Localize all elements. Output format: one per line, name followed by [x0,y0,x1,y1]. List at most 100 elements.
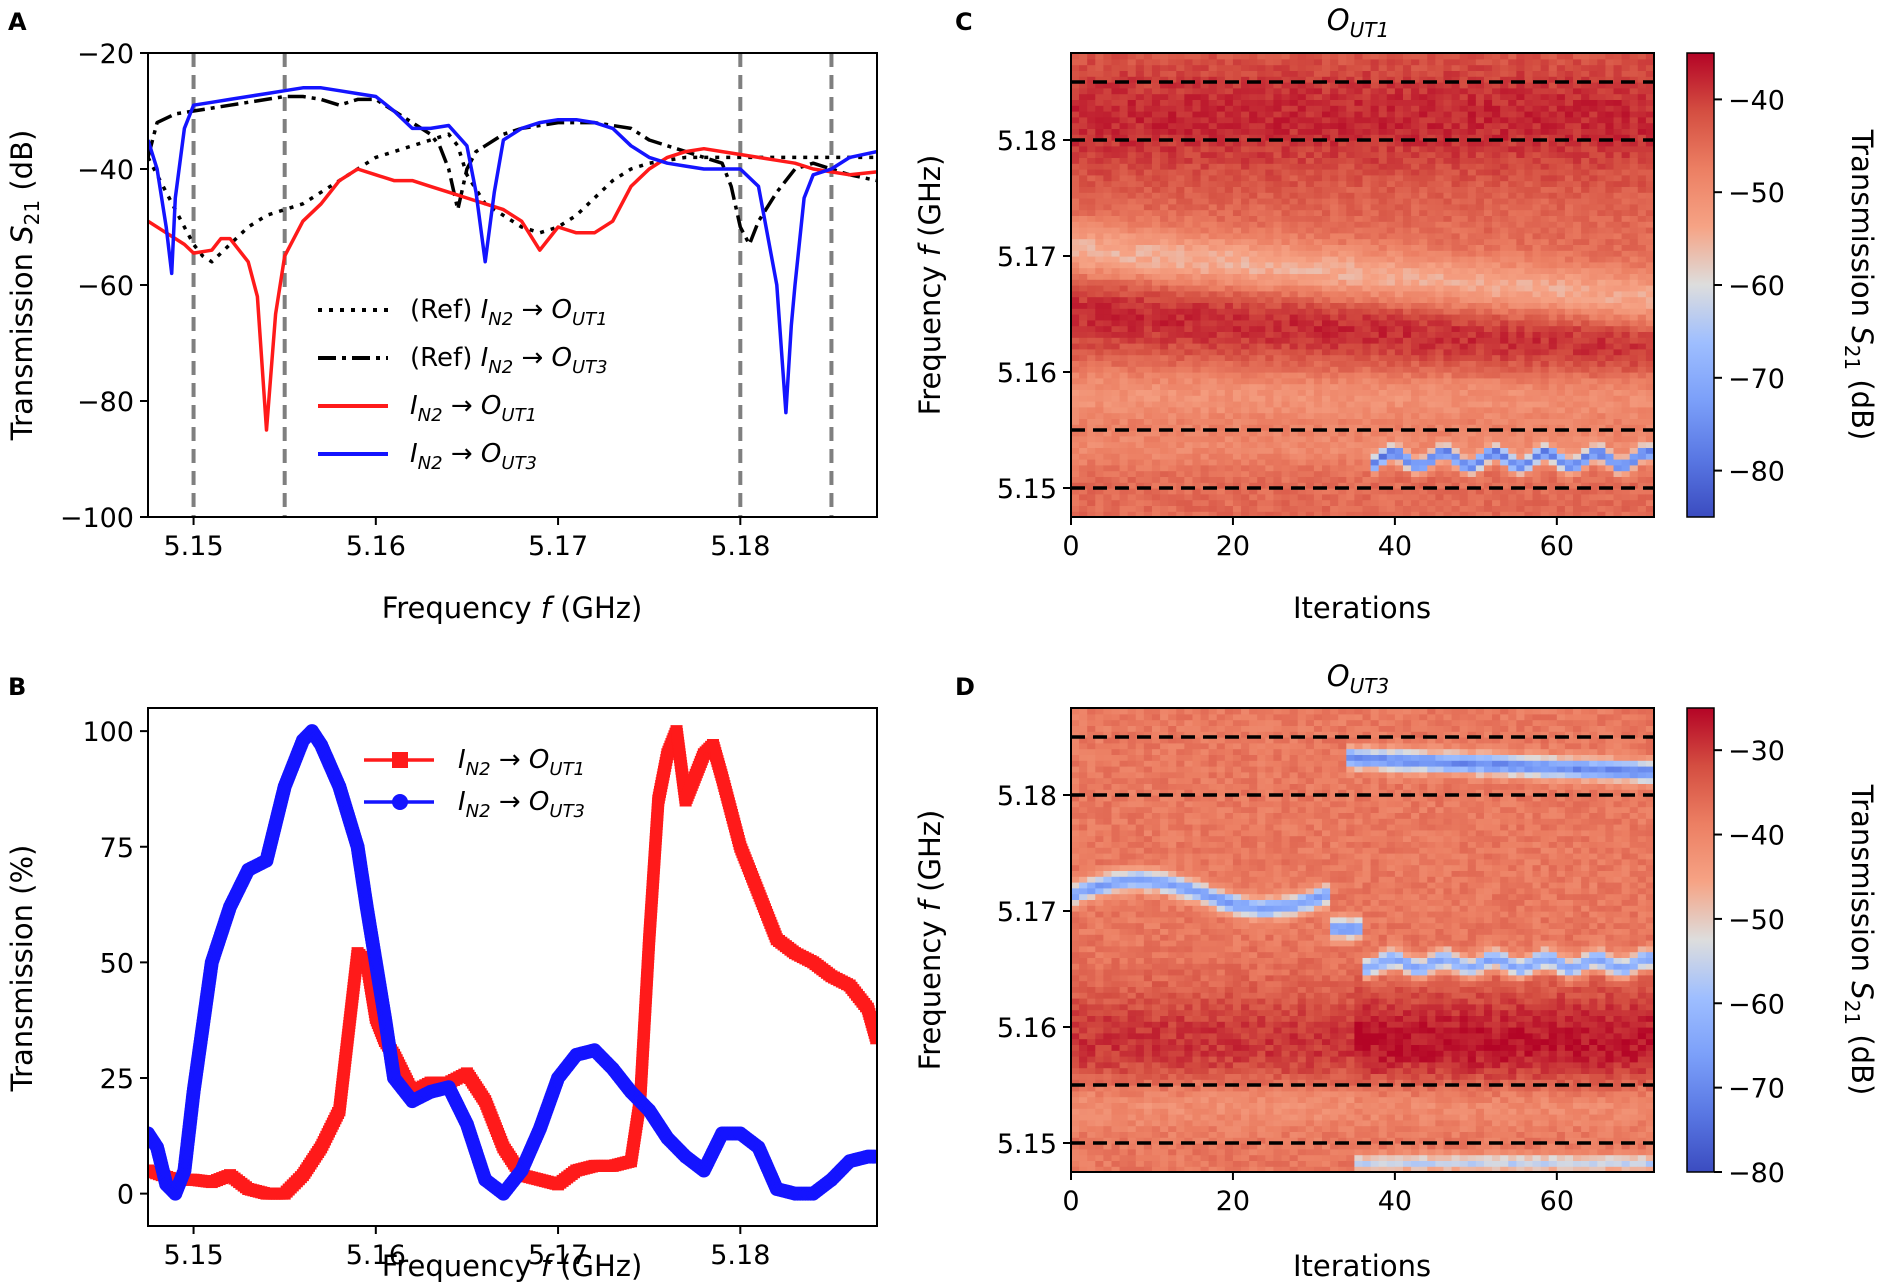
heatmap-cell [1427,383,1436,390]
heatmap-cell [1419,198,1428,205]
heatmap-cell [1386,238,1396,245]
heatmap-cell [1071,459,1080,466]
heatmap-cell [1095,215,1104,222]
heatmap-cell [1103,441,1113,448]
heatmap-cell [1435,198,1445,205]
heatmap-cell [1313,256,1323,263]
heatmap-cell [1273,192,1283,199]
heatmap-cell [1127,418,1137,425]
heatmap-cell [1402,232,1412,240]
heatmap-cell [1216,215,1226,222]
heatmap-cell [1168,360,1177,367]
heatmap-cell [1168,348,1177,356]
heatmap-cell [1394,267,1404,274]
heatmap-cell [1095,319,1104,327]
heatmap-cell [1330,163,1339,170]
heatmap-cell [1208,453,1218,460]
heatmap-cell [1232,256,1242,263]
heatmap-cell [1330,337,1339,344]
heatmap-cell [1079,464,1088,472]
heatmap-cell [1176,302,1185,309]
heatmap-cell [1119,221,1129,228]
heatmap-cell [1313,505,1323,512]
heatmap-cell [1411,302,1420,309]
heatmap-cell [1095,198,1104,205]
heatmap-cell [1160,122,1169,129]
heatmap-cell [1160,412,1169,419]
heatmap-cell [1143,232,1153,240]
heatmap-cell [1119,470,1129,477]
heatmap-cell [1079,111,1088,118]
heatmap-cell [1338,389,1347,396]
heatmap-cell [1419,250,1428,257]
heatmap-cell [1095,256,1104,263]
heatmap-cell [1281,163,1291,170]
heatmap-cell [1419,325,1428,332]
heatmap-cell [1346,377,1356,385]
heatmap-cell [1394,238,1404,245]
heatmap-cell [1313,459,1323,466]
heatmap-cell [1079,412,1088,419]
heatmap-cell [1265,435,1275,443]
heatmap-cell [1208,250,1218,257]
heatmap-cell [1087,366,1096,373]
heatmap-cell [1313,406,1323,414]
heatmap-cell [1192,99,1202,106]
heatmap-cell [1095,476,1104,483]
heatmap-cell [1322,499,1331,506]
heatmap-cell [1338,163,1347,170]
heatmap-cell [1330,87,1339,95]
heatmap-cell [1289,192,1299,199]
heatmap-cell [1346,232,1356,240]
heatmap-cell [1143,447,1153,454]
heatmap-cell [1370,401,1380,408]
heatmap-cell [1241,499,1250,506]
heatmap-cell [1160,58,1169,66]
heatmap-cell [1176,343,1185,350]
heatmap-cell [1151,105,1161,112]
heatmap-cell [1111,238,1121,245]
heatmap-cell [1135,186,1145,193]
heatmap-cell [1249,244,1258,251]
heatmap-cell [1143,192,1153,199]
heatmap-cell [1232,250,1242,257]
heatmap-cell [1151,285,1161,292]
heatmap-cell [1281,145,1291,153]
heatmap-cell [1289,314,1299,321]
heatmap-cell [1273,151,1283,158]
heatmap-cell [1435,157,1445,164]
heatmap-cell [1087,244,1096,251]
heatmap-cell [1370,308,1380,315]
heatmap-cell [1297,261,1307,269]
heatmap-cell [1151,354,1161,361]
heatmap-cell [1176,401,1185,408]
heatmap-cell [1224,296,1234,303]
heatmap-cell [1313,116,1323,124]
heatmap-cell [1168,435,1177,443]
heatmap-cell [1095,273,1104,280]
panel-label-b: B [8,673,26,701]
heatmap-cell [1224,476,1234,483]
heatmap-cell [1071,366,1080,373]
heatmap-cell [1192,372,1202,379]
heatmap-cell [1224,459,1234,466]
heatmap-cell [1249,169,1258,176]
heatmap-cell [1346,366,1356,373]
heatmap-cell [1370,395,1380,402]
heatmap-cell [1135,116,1145,124]
heatmap-cell [1160,198,1169,205]
heatmap-cell [1386,377,1396,385]
heatmap-cell [1168,418,1177,425]
heatmap-cell [1281,499,1291,506]
heatmap-cell [1362,302,1372,309]
heatmap-cell [1184,453,1194,460]
heatmap-cell [1119,256,1129,263]
heatmap-cell [1402,267,1412,274]
heatmap-cell [1346,406,1356,414]
heatmap-cell [1249,273,1258,280]
heatmap-cell [1079,302,1088,309]
heatmap-cell [1265,93,1275,100]
heatmap-cell [1103,232,1113,240]
heatmap-cell [1208,343,1218,350]
heatmap-cell [1192,401,1202,408]
